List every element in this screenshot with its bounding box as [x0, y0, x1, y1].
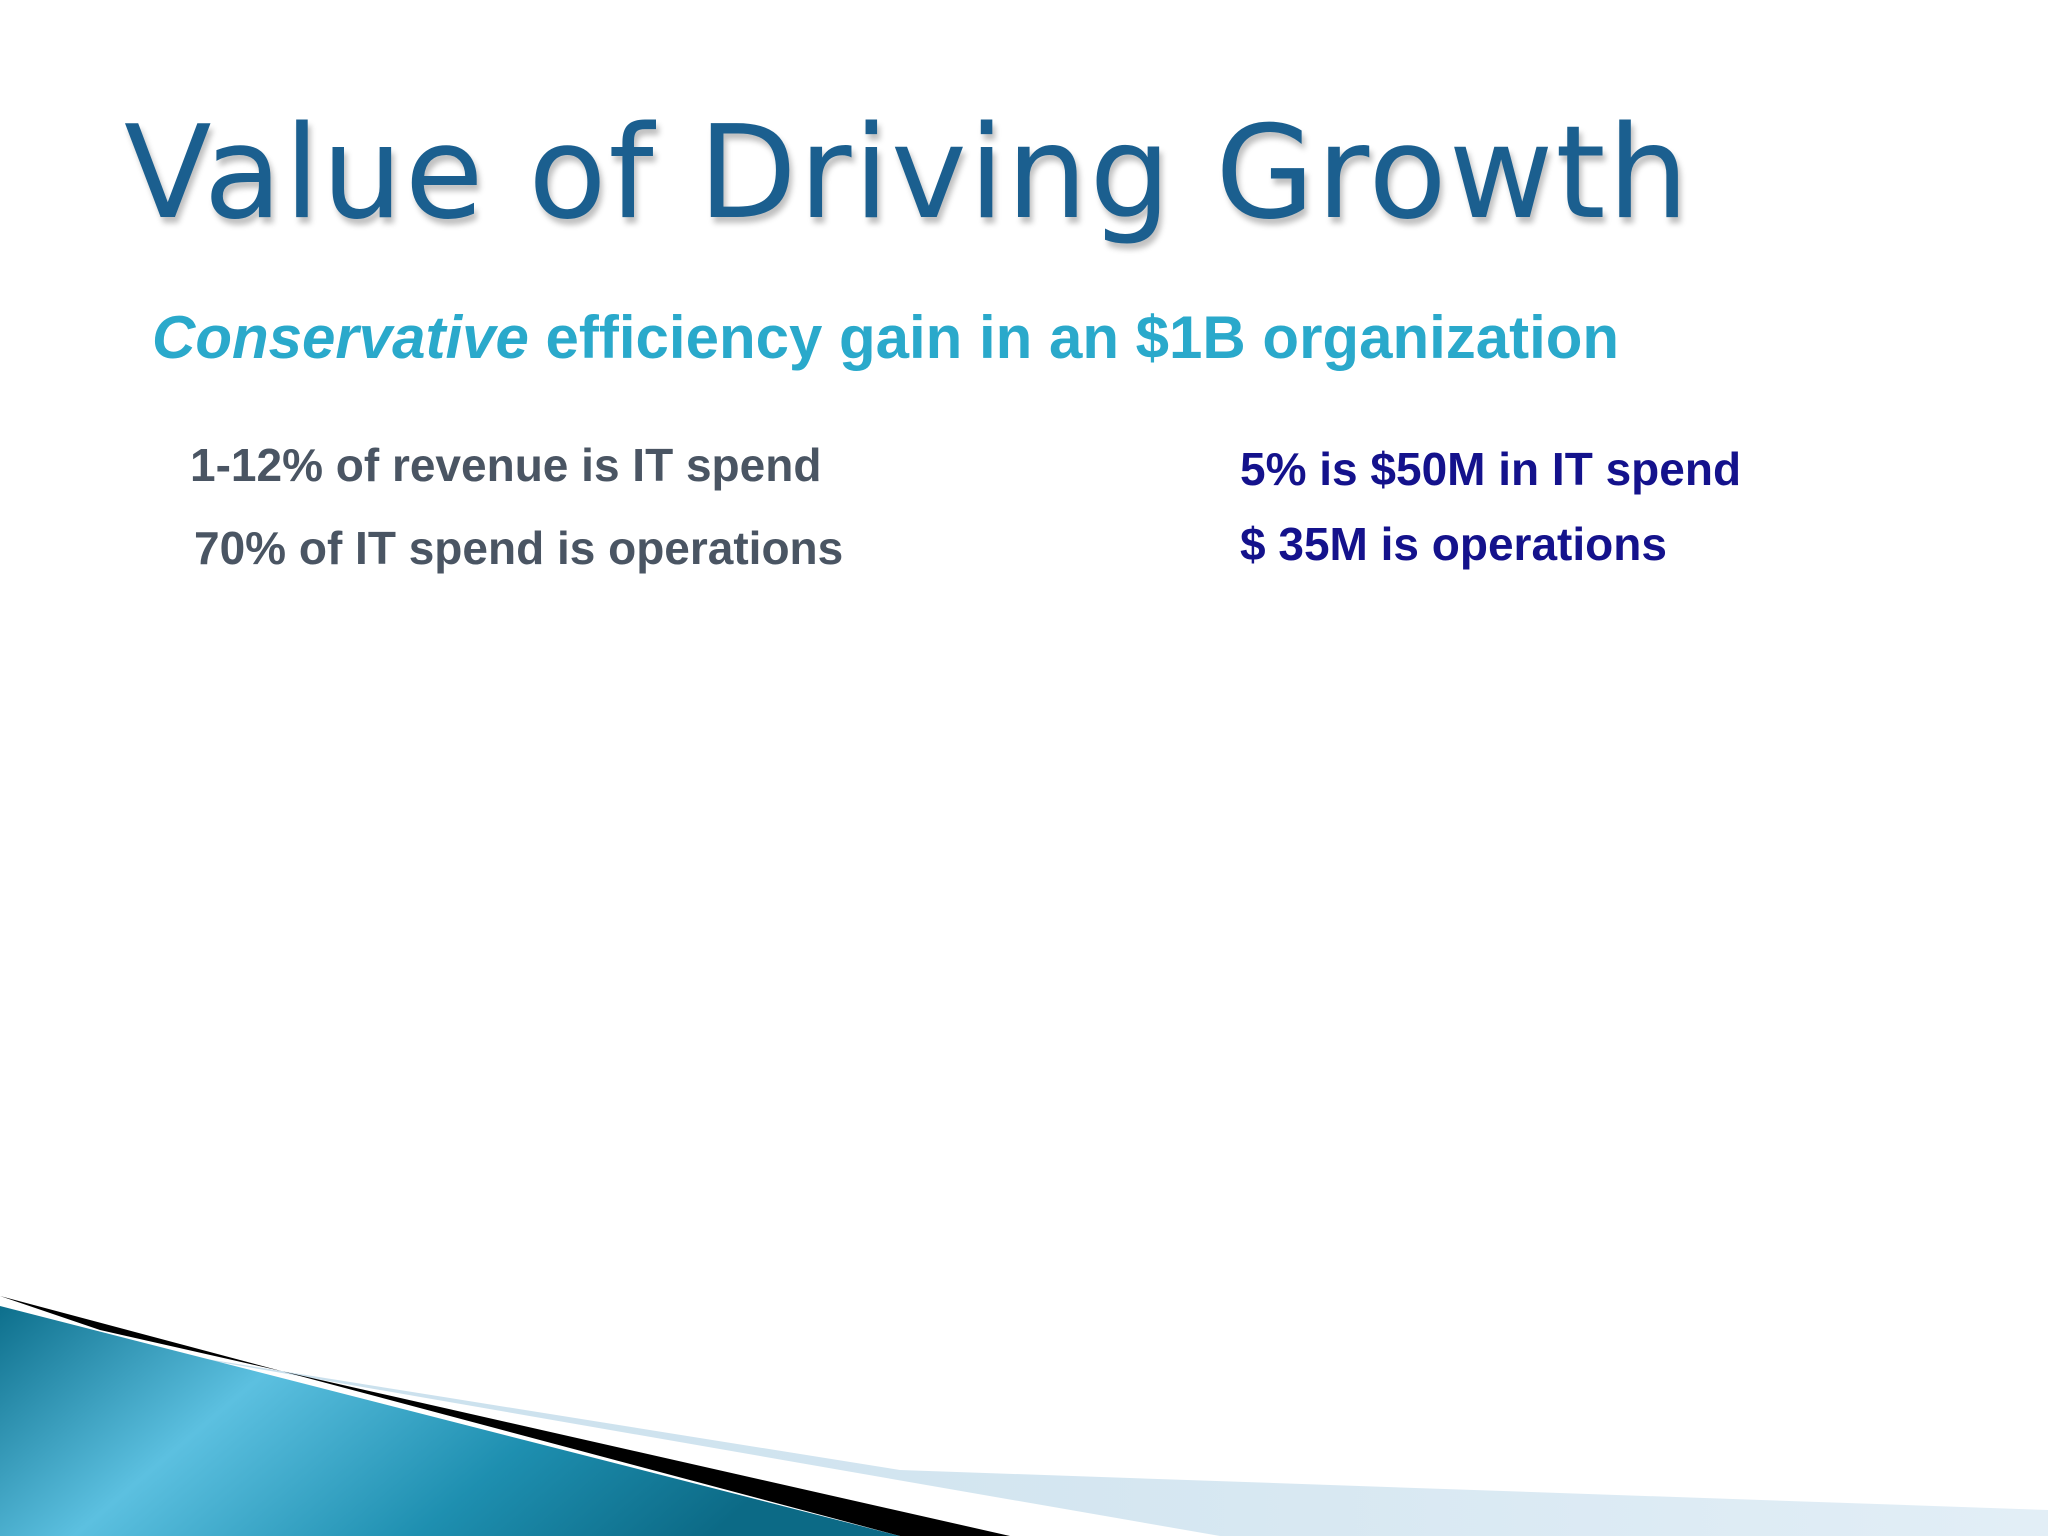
subtitle-rest: efficiency gain in an $1B organization: [528, 304, 1620, 371]
subtitle-emphasis: Conservative: [152, 304, 529, 371]
slide-title: Value of Driving Growth: [124, 99, 1691, 248]
teal-band: [0, 1306, 900, 1536]
left-point-2: 70% of IT spend is operations: [194, 521, 844, 574]
left-point-1: 1-12% of revenue is IT spend: [190, 439, 822, 491]
right-point-2: $ 35M is operations: [1240, 517, 1667, 570]
right-points: 5% is $50M in IT spend $ 35M is operatio…: [1240, 440, 1741, 569]
right-point-1: 5% is $50M in IT spend: [1240, 443, 1742, 495]
slide-subtitle: Conservative efficiency gain in an $1B o…: [152, 305, 1619, 371]
pale-blue-band: [150, 1350, 2048, 1536]
left-points: 1-12% of revenue is IT spend 70% of IT s…: [190, 440, 843, 573]
